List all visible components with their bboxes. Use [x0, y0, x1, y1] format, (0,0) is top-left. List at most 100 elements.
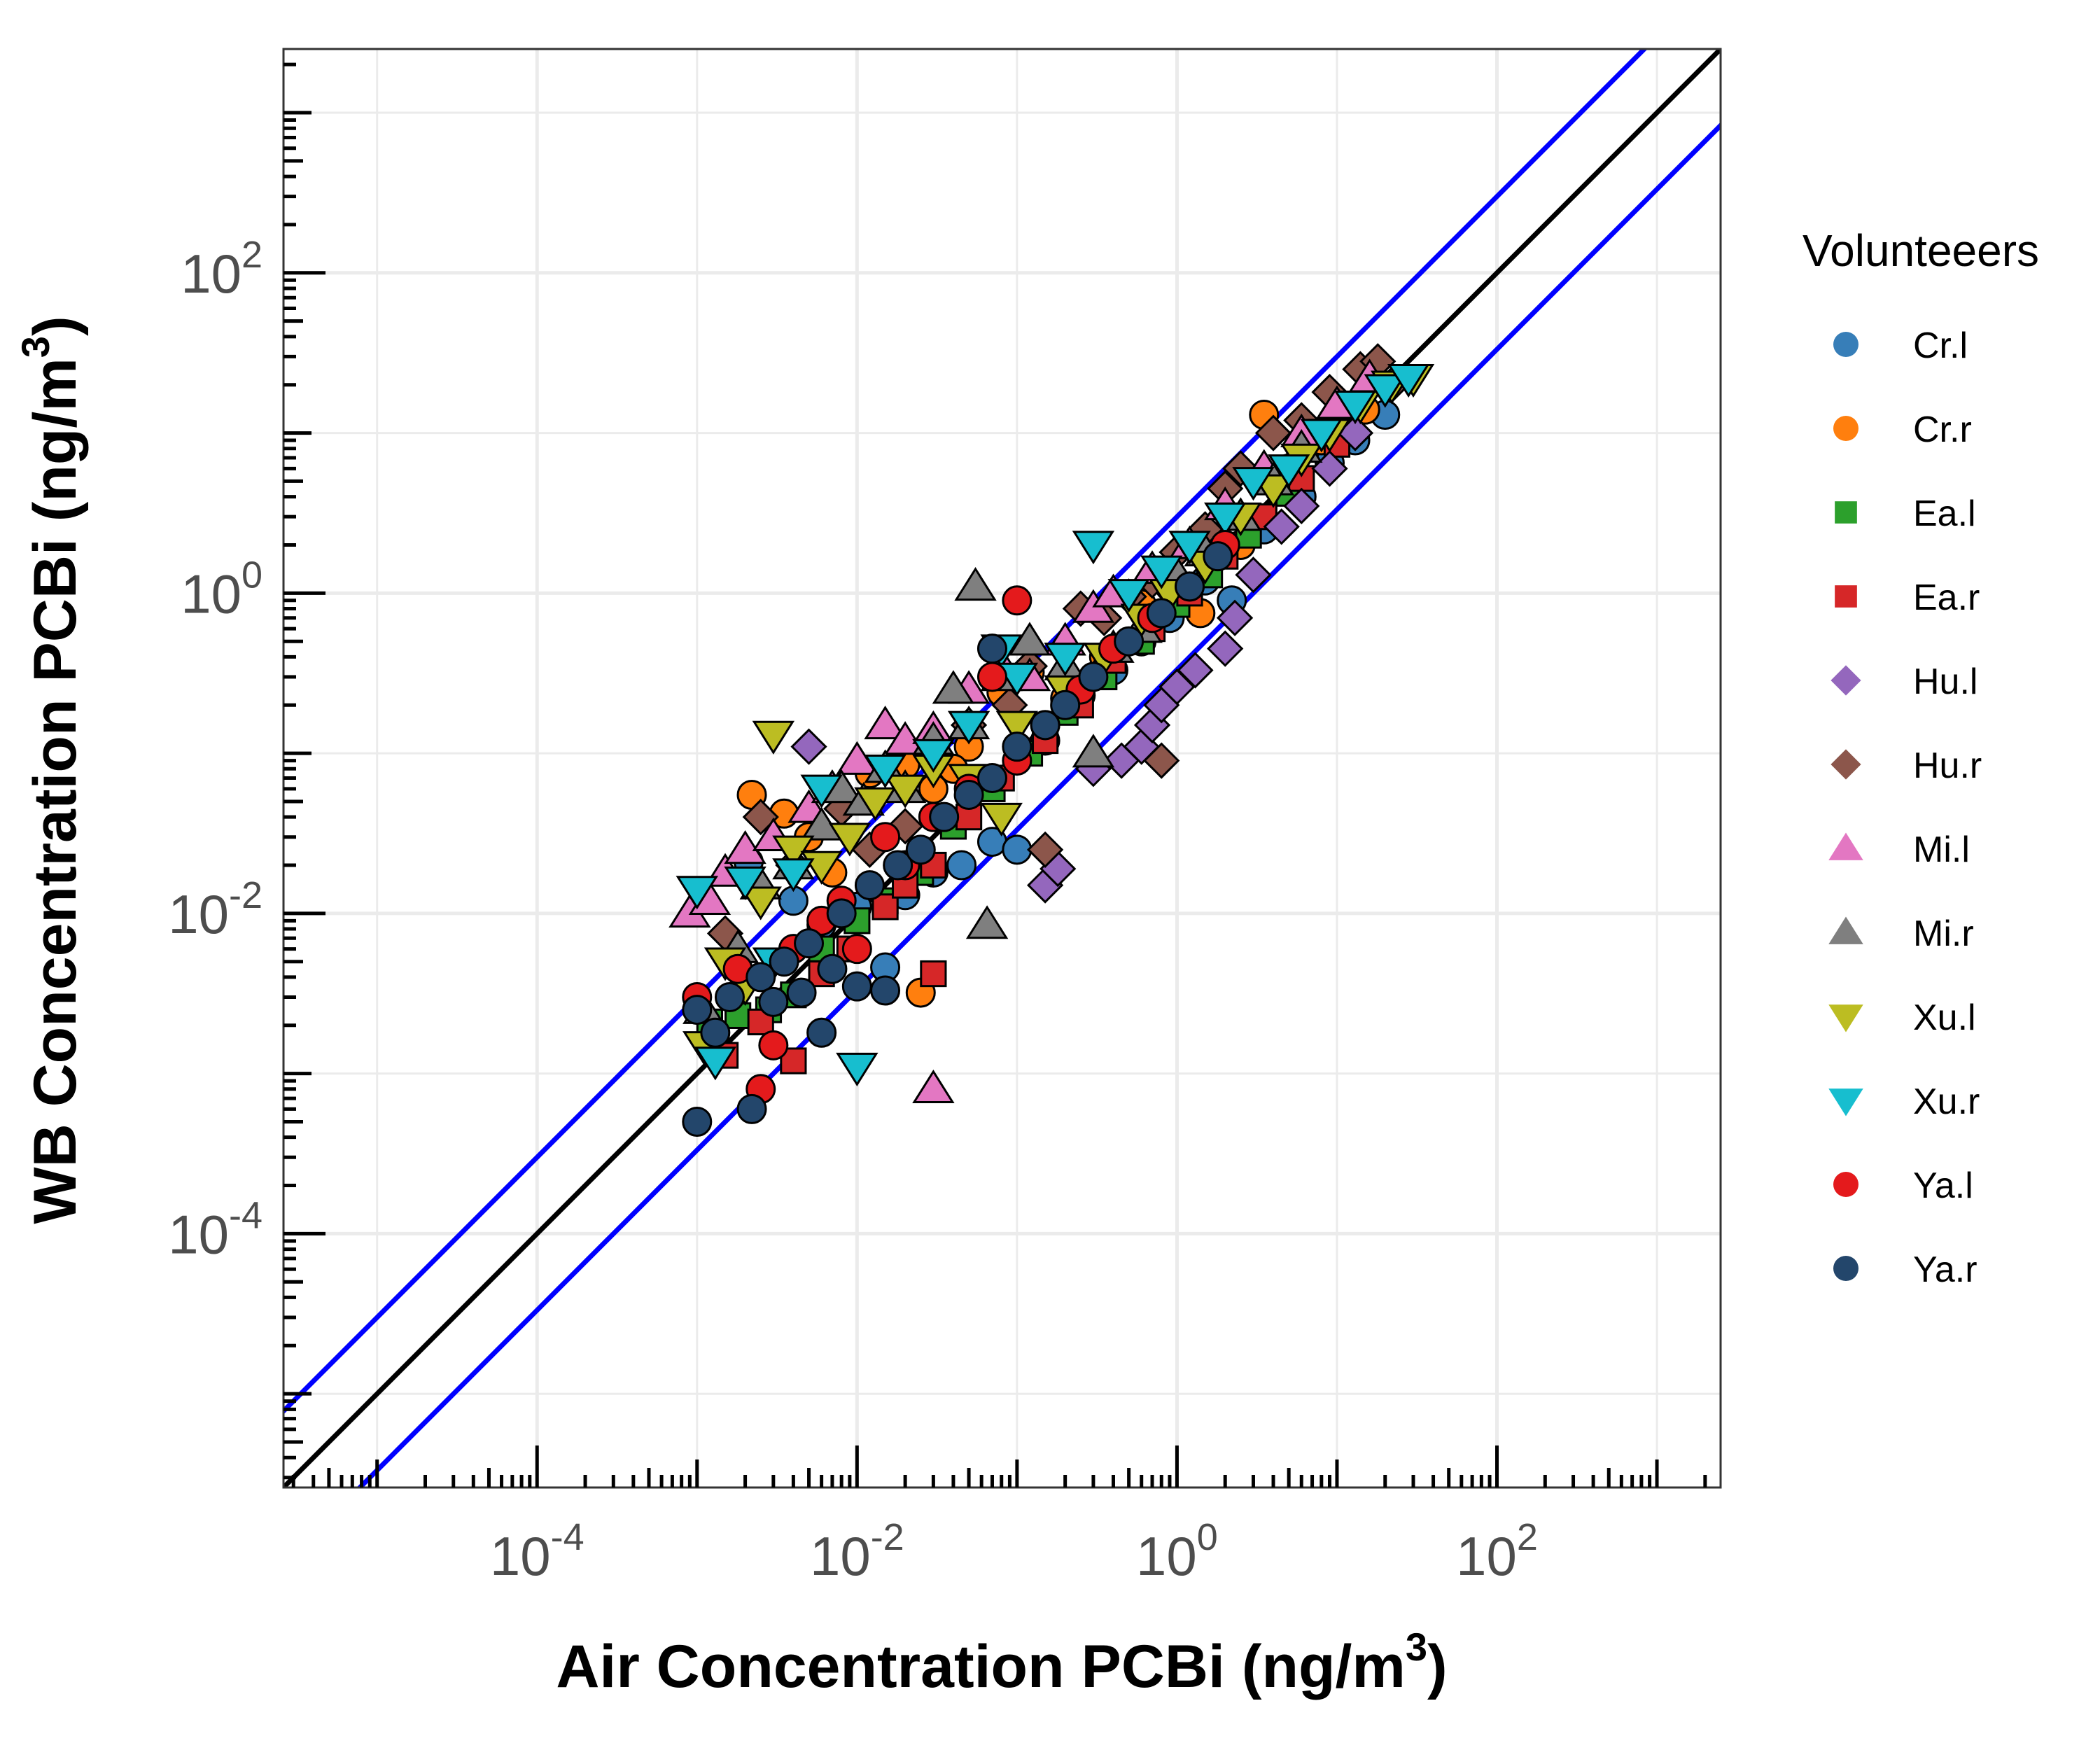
y-tick-label: 100	[181, 554, 262, 624]
data-point	[1002, 732, 1032, 762]
legend-key	[1828, 832, 1863, 860]
y-tick-label: 102	[181, 234, 262, 304]
legend-key	[1830, 749, 1861, 780]
data-point	[1008, 622, 1051, 656]
data-point	[828, 822, 872, 857]
data-point	[864, 755, 906, 789]
y-tick-label: 10-4	[168, 1194, 262, 1265]
data-point	[1283, 487, 1320, 524]
legend-key	[1828, 1088, 1863, 1116]
x-tick-label: 102	[1456, 1516, 1538, 1587]
data-point	[854, 787, 897, 821]
data-point	[1002, 834, 1032, 865]
legend-label: Mi.r	[1913, 913, 1974, 954]
data-point	[1072, 734, 1115, 768]
legend-entry-Mi.l: Mi.l	[1828, 830, 1970, 870]
data-point	[953, 779, 984, 810]
data-point	[995, 710, 1039, 745]
legend-key	[1833, 1172, 1858, 1197]
data-point	[769, 946, 799, 977]
data-point	[1232, 467, 1275, 501]
data-point	[1263, 508, 1300, 545]
series-Ya.r	[682, 541, 1233, 1137]
legend-label: Ya.l	[1913, 1166, 1973, 1206]
data-point	[739, 886, 782, 920]
data-point	[1334, 391, 1377, 425]
data-point	[772, 858, 815, 892]
data-point	[870, 975, 901, 1006]
data-point	[920, 960, 947, 988]
legend-entry-Xu.r: Xu.r	[1828, 1082, 1980, 1122]
data-point	[854, 870, 885, 901]
data-point	[841, 934, 872, 965]
legend-label: Hu.l	[1913, 662, 1977, 702]
data-point	[676, 876, 719, 910]
data-point	[976, 634, 1007, 664]
data-point	[746, 962, 776, 993]
data-point	[1140, 555, 1183, 589]
legend-key	[1833, 1256, 1858, 1281]
legend-entry-Hu.r: Hu.r	[1830, 746, 1982, 786]
x-tick-label: 100	[1136, 1516, 1218, 1587]
data-point	[800, 774, 843, 808]
data-point	[870, 822, 901, 853]
legend-key	[1833, 416, 1858, 441]
x-tick-label: 10-4	[490, 1516, 584, 1587]
data-point	[912, 1069, 955, 1104]
data-points	[668, 343, 1435, 1137]
data-point	[790, 728, 827, 765]
data-point	[912, 738, 955, 773]
y-axis-title: WB Concentration PCBi (ng/m3)	[13, 316, 89, 1224]
legend-key	[1835, 501, 1857, 524]
legend-label: Xu.r	[1913, 1082, 1980, 1122]
data-point	[976, 763, 1007, 794]
data-point	[736, 1093, 767, 1124]
legend-key	[1828, 916, 1863, 944]
data-point	[883, 774, 927, 808]
data-point	[965, 905, 1009, 939]
data-point	[1030, 710, 1060, 741]
data-point	[1300, 419, 1343, 453]
data-point	[1207, 630, 1244, 667]
legend-title: Volunteeers	[1802, 225, 2039, 276]
data-point	[1204, 502, 1247, 537]
legend-label: Hu.r	[1913, 746, 1982, 786]
data-point	[694, 1046, 737, 1081]
data-point	[1072, 531, 1115, 565]
legend-entry-Cr.r: Cr.r	[1833, 410, 1972, 450]
data-point	[794, 928, 825, 959]
data-point	[905, 834, 936, 865]
data-point	[786, 977, 817, 1008]
data-point	[682, 995, 713, 1026]
data-point	[1254, 414, 1292, 451]
data-point	[1203, 541, 1233, 572]
tick-labels: 10-4 10-2 100 102 10-4 10-2 100 102	[168, 234, 1538, 1587]
data-point	[1216, 599, 1254, 636]
data-point	[836, 1052, 878, 1086]
data-point	[826, 898, 857, 929]
legend-entry-Xu.l: Xu.l	[1828, 997, 1976, 1038]
legend-label: Cr.r	[1913, 410, 1972, 450]
data-point	[929, 802, 960, 832]
data-point	[1267, 454, 1310, 489]
data-point	[1175, 571, 1205, 602]
data-point	[932, 670, 975, 704]
data-point	[1311, 450, 1348, 487]
data-point	[976, 662, 1007, 692]
legend-label: Ya.r	[1913, 1250, 1977, 1290]
x-tick-label: 10-2	[810, 1516, 904, 1587]
data-point	[806, 1017, 837, 1048]
data-point	[1050, 690, 1081, 720]
data-point	[1387, 363, 1430, 398]
legend-entry-Hu.l: Hu.l	[1830, 662, 1977, 702]
data-point	[1044, 643, 1086, 677]
data-point	[1146, 598, 1177, 629]
data-point	[995, 662, 1039, 696]
data-point	[758, 986, 789, 1017]
data-point	[841, 971, 872, 1002]
data-point	[864, 705, 906, 740]
data-point	[700, 1017, 731, 1048]
axis-ticks	[284, 62, 1707, 1488]
legend-key	[1833, 332, 1858, 357]
data-point	[1177, 652, 1214, 689]
